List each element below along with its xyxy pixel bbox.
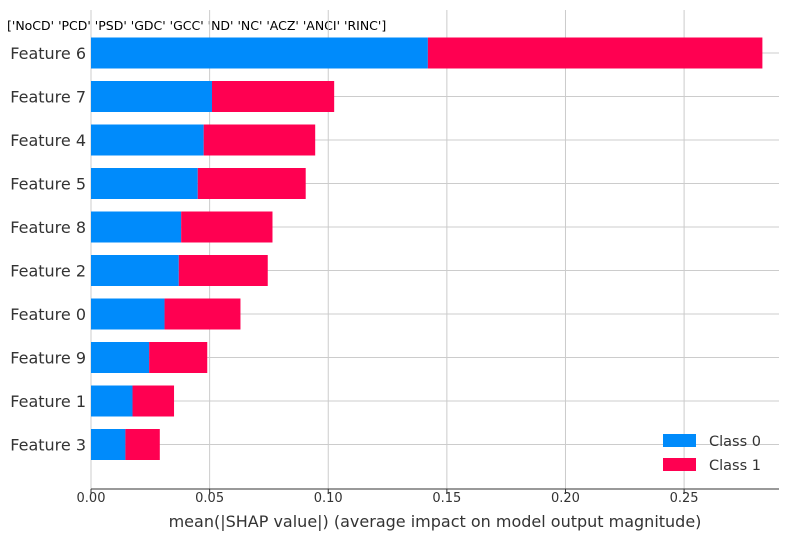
feature-label: Feature 8 (10, 218, 86, 237)
feature-label: Feature 2 (10, 262, 86, 281)
legend-swatch-class-1 (663, 458, 696, 471)
x-tick-label: 0.10 (314, 491, 343, 506)
bar-segment-class-0 (91, 385, 133, 417)
bar-segment-class-1 (181, 211, 273, 243)
bar-segment-class-0 (91, 81, 212, 112)
legend-swatch-class-0 (663, 434, 696, 447)
feature-label: Feature 6 (10, 44, 86, 63)
bar-segment-class-1 (132, 385, 175, 417)
bar-segment-class-1 (427, 37, 763, 69)
feature-label: Feature 9 (10, 349, 86, 368)
x-tick-label: 0.00 (77, 491, 106, 506)
bar-segment-class-1 (149, 342, 208, 373)
bar-segment-class-1 (125, 429, 160, 460)
x-tick-label: 0.25 (670, 491, 699, 506)
bar-segment-class-0 (91, 124, 204, 156)
x-tick-label: 0.20 (551, 491, 580, 506)
x-axis-label: mean(|SHAP value|) (average impact on mo… (169, 512, 702, 531)
bar-segment-class-0 (91, 168, 198, 199)
x-tick-label: 0.15 (432, 491, 461, 506)
bar-segment-class-1 (203, 124, 316, 156)
feature-label: Feature 4 (10, 131, 86, 150)
feature-label: Feature 0 (10, 305, 86, 324)
bar-segment-class-0 (91, 255, 179, 286)
feature-label: Feature 7 (10, 88, 86, 107)
bar-segment-class-0 (91, 298, 165, 330)
bar-segment-class-0 (91, 37, 428, 69)
bar-segment-class-0 (91, 211, 182, 243)
legend-label: Class 1 (709, 458, 761, 474)
bar-segment-class-1 (178, 255, 268, 286)
feature-labels: Feature 6 Feature 7 Feature 4 Feature 5 Feat… (10, 44, 86, 455)
legend: Class 0 Class 1 (663, 434, 761, 474)
bar-segment-class-1 (197, 168, 306, 199)
bar-segment-class-0 (91, 429, 126, 460)
x-axis-ticks: 0.00 0.05 0.10 0.15 0.20 0.25 (77, 489, 699, 506)
x-tick-label: 0.05 (195, 491, 224, 506)
bar-segment-class-1 (164, 298, 241, 330)
bars (91, 37, 763, 460)
feature-label: Feature 3 (10, 436, 86, 455)
bar-segment-class-1 (211, 81, 335, 112)
bar-segment-class-0 (91, 342, 150, 373)
feature-label: Feature 5 (10, 175, 86, 194)
legend-label: Class 0 (709, 434, 761, 450)
feature-label: Feature 1 (10, 392, 86, 411)
chart-title: ['NoCD' 'PCD' 'PSD' 'GDC' 'GCC' 'ND' 'NC… (7, 18, 386, 33)
